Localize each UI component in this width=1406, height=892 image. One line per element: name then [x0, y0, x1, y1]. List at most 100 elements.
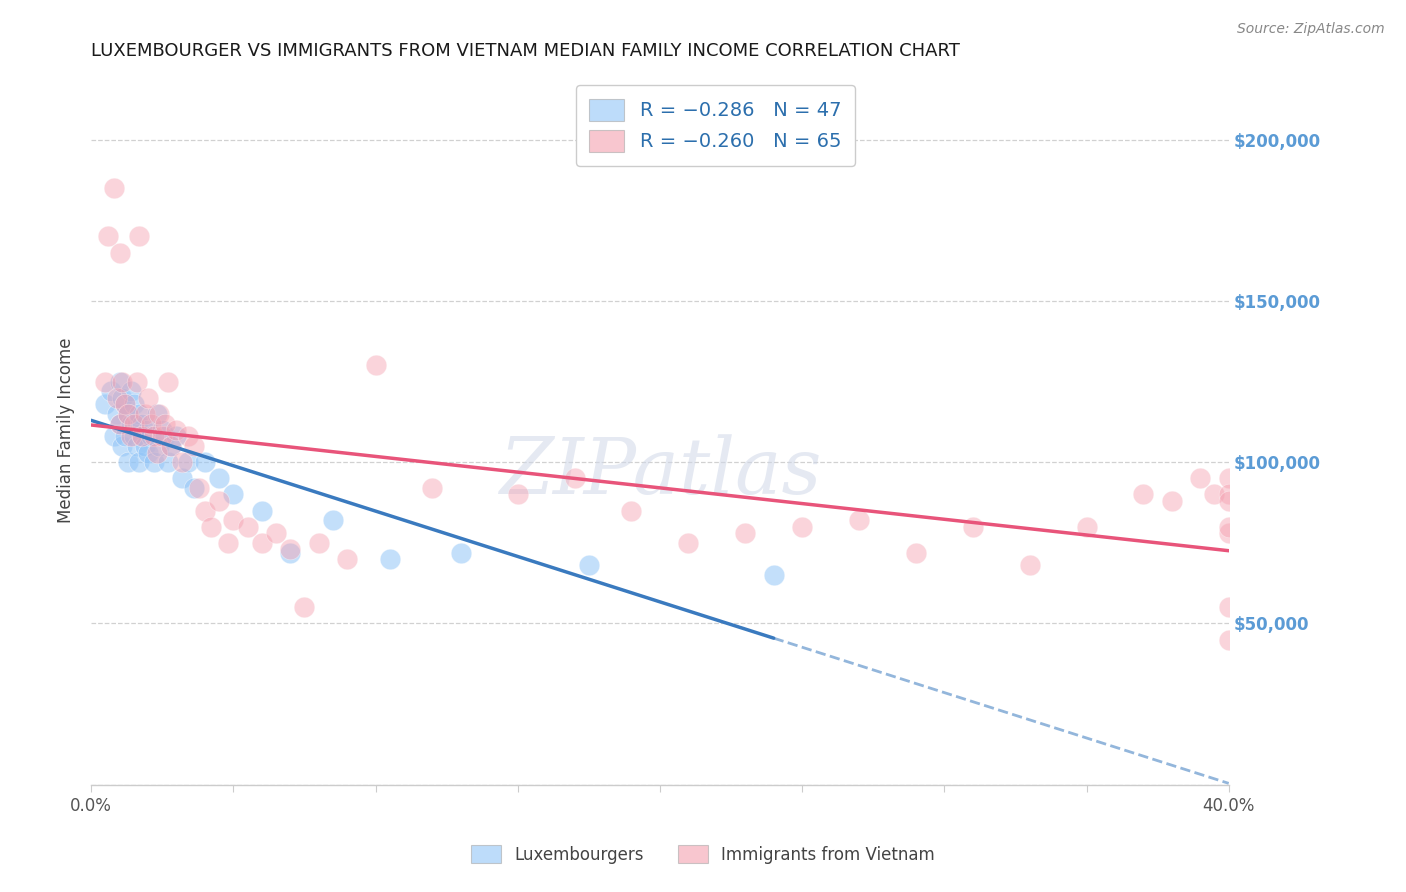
Point	[150, 429, 173, 443]
Point	[208, 471, 231, 485]
Point	[422, 481, 444, 495]
Point	[962, 520, 984, 534]
Point	[120, 384, 142, 399]
Point	[122, 417, 145, 431]
Point	[294, 600, 316, 615]
Point	[172, 471, 194, 485]
Point	[1218, 471, 1240, 485]
Point	[94, 375, 117, 389]
Point	[125, 375, 148, 389]
Point	[166, 429, 188, 443]
Point	[136, 423, 159, 437]
Point	[450, 545, 472, 559]
Point	[194, 503, 217, 517]
Point	[117, 455, 139, 469]
Point	[108, 417, 131, 431]
Point	[120, 429, 142, 443]
Point	[136, 391, 159, 405]
Point	[1218, 526, 1240, 541]
Point	[1218, 520, 1240, 534]
Point	[678, 536, 700, 550]
Point	[848, 513, 870, 527]
Point	[250, 503, 273, 517]
Point	[1132, 487, 1154, 501]
Point	[114, 397, 136, 411]
Point	[159, 439, 181, 453]
Point	[183, 439, 205, 453]
Point	[250, 536, 273, 550]
Point	[120, 417, 142, 431]
Point	[142, 455, 165, 469]
Point	[108, 245, 131, 260]
Legend: R = −0.286   N = 47, R = −0.260   N = 65: R = −0.286 N = 47, R = −0.260 N = 65	[575, 85, 855, 166]
Point	[734, 526, 756, 541]
Point	[177, 429, 200, 443]
Point	[378, 552, 401, 566]
Point	[111, 439, 134, 453]
Point	[131, 429, 153, 443]
Point	[128, 455, 150, 469]
Point	[139, 429, 162, 443]
Point	[142, 429, 165, 443]
Point	[194, 455, 217, 469]
Point	[1189, 471, 1212, 485]
Point	[148, 439, 170, 453]
Point	[1218, 600, 1240, 615]
Point	[122, 397, 145, 411]
Point	[139, 417, 162, 431]
Point	[114, 397, 136, 411]
Point	[322, 513, 344, 527]
Point	[762, 568, 785, 582]
Point	[1204, 487, 1226, 501]
Point	[236, 520, 259, 534]
Point	[131, 417, 153, 431]
Point	[177, 455, 200, 469]
Text: LUXEMBOURGER VS IMMIGRANTS FROM VIETNAM MEDIAN FAMILY INCOME CORRELATION CHART: LUXEMBOURGER VS IMMIGRANTS FROM VIETNAM …	[91, 42, 960, 60]
Point	[1160, 494, 1182, 508]
Point	[159, 439, 181, 453]
Point	[200, 520, 222, 534]
Point	[153, 429, 176, 443]
Point	[111, 375, 134, 389]
Point	[103, 429, 125, 443]
Point	[134, 407, 156, 421]
Point	[145, 445, 167, 459]
Point	[97, 229, 120, 244]
Point	[308, 536, 330, 550]
Point	[122, 429, 145, 443]
Point	[183, 481, 205, 495]
Point	[111, 391, 134, 405]
Point	[620, 503, 643, 517]
Point	[117, 407, 139, 421]
Point	[578, 558, 600, 573]
Legend: Luxembourgers, Immigrants from Vietnam: Luxembourgers, Immigrants from Vietnam	[465, 838, 941, 871]
Point	[792, 520, 814, 534]
Point	[125, 439, 148, 453]
Point	[222, 487, 245, 501]
Point	[506, 487, 529, 501]
Point	[208, 494, 231, 508]
Point	[564, 471, 586, 485]
Point	[108, 375, 131, 389]
Point	[278, 542, 301, 557]
Point	[108, 417, 131, 431]
Point	[364, 359, 387, 373]
Point	[1018, 558, 1040, 573]
Point	[100, 384, 122, 399]
Point	[278, 545, 301, 559]
Point	[1218, 494, 1240, 508]
Point	[156, 375, 179, 389]
Point	[136, 445, 159, 459]
Point	[336, 552, 359, 566]
Point	[153, 417, 176, 431]
Text: ZIPatlas: ZIPatlas	[499, 434, 821, 511]
Point	[150, 423, 173, 437]
Point	[1218, 632, 1240, 647]
Point	[134, 439, 156, 453]
Point	[128, 229, 150, 244]
Text: Source: ZipAtlas.com: Source: ZipAtlas.com	[1237, 22, 1385, 37]
Point	[114, 429, 136, 443]
Point	[222, 513, 245, 527]
Point	[166, 423, 188, 437]
Point	[103, 181, 125, 195]
